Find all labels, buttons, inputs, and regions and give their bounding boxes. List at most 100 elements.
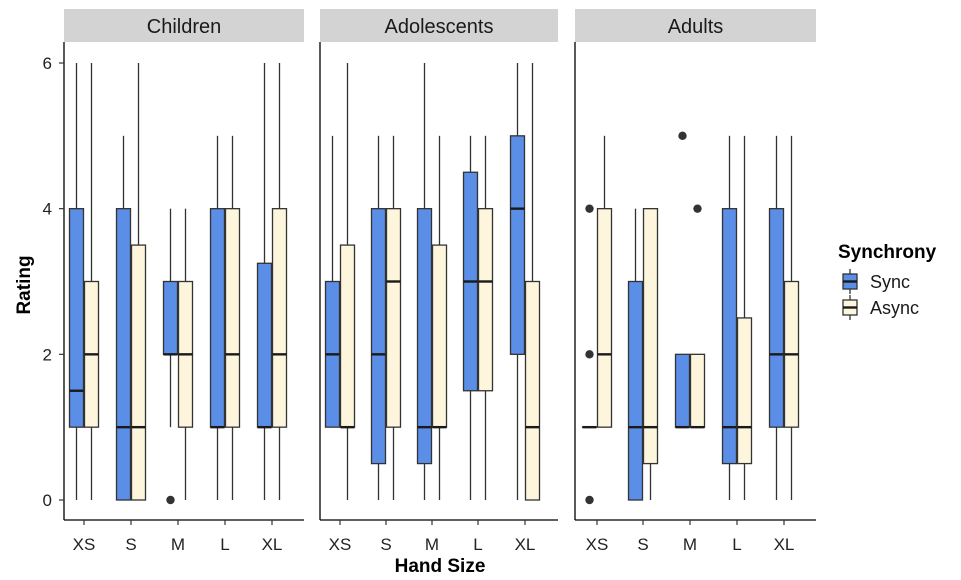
y-axis: 0 2 4 6 xyxy=(43,54,64,510)
legend: Synchrony Sync Async xyxy=(838,242,937,320)
box-body xyxy=(524,280,541,501)
box-body xyxy=(209,208,226,428)
box-sync xyxy=(209,135,226,500)
outlier-point xyxy=(585,350,594,359)
x-tick-label: S xyxy=(380,535,391,554)
y-axis-title: Rating xyxy=(14,255,35,314)
facet-strip-label: Adults xyxy=(668,16,724,38)
box-async xyxy=(736,135,753,500)
box-body xyxy=(431,244,448,428)
outlier-point xyxy=(585,495,594,505)
facet-strip xyxy=(64,9,304,42)
box-sync xyxy=(68,63,85,500)
box-async xyxy=(177,208,194,500)
box-body xyxy=(627,280,644,501)
box-async xyxy=(224,135,241,500)
box-async xyxy=(271,63,288,500)
box-body xyxy=(271,208,288,428)
legend-item-async: Async xyxy=(842,295,919,320)
box-sync xyxy=(370,135,387,500)
x-axis-title: Hand Size xyxy=(395,556,486,577)
y-tick-label: 4 xyxy=(43,200,52,219)
box-body xyxy=(339,244,356,428)
box-sync xyxy=(416,63,433,500)
x-tick-label: L xyxy=(732,535,741,554)
box-sync xyxy=(768,135,785,500)
box-sync xyxy=(115,135,132,501)
box-sync xyxy=(627,208,644,501)
legend-items: Sync Async xyxy=(842,269,919,320)
box-body xyxy=(256,262,273,428)
facet-adolescents: Adolescents XS S M L XL xyxy=(319,9,558,554)
x-tick-label: S xyxy=(637,535,648,554)
box-async xyxy=(83,63,100,500)
box-sync xyxy=(581,204,598,505)
facet-strip-label: Children xyxy=(147,16,221,38)
box-body xyxy=(509,135,526,355)
outlier-point xyxy=(166,495,175,505)
x-tick-label: L xyxy=(473,535,482,554)
x-tick-label: M xyxy=(425,535,439,554)
box-body xyxy=(768,208,785,428)
y-tick-label: 0 xyxy=(43,491,52,510)
box-body xyxy=(596,208,613,428)
x-tick-label: XL xyxy=(262,535,283,554)
facet-strip xyxy=(575,9,816,42)
box-body xyxy=(477,208,494,392)
box-body xyxy=(721,208,738,465)
box-sync xyxy=(509,63,526,500)
legend-label: Async xyxy=(870,298,919,318)
box-async xyxy=(431,135,448,500)
x-tick-label: M xyxy=(171,535,185,554)
facet-children: Children XS S M L XL xyxy=(63,9,304,554)
y-tick-label: 2 xyxy=(43,345,52,364)
box-body xyxy=(224,208,241,428)
y-tick-label: 6 xyxy=(43,54,52,73)
legend-item-sync: Sync xyxy=(842,269,910,294)
box-sync xyxy=(162,208,179,505)
x-tick-label: XS xyxy=(329,535,352,554)
box-body xyxy=(416,208,433,465)
box-async xyxy=(339,63,356,500)
box-body xyxy=(162,280,179,355)
box-async xyxy=(477,135,494,500)
box-body xyxy=(68,208,85,428)
box-body xyxy=(385,208,402,428)
box-async xyxy=(385,135,402,500)
facet-strip xyxy=(320,9,558,42)
x-tick-label: L xyxy=(220,535,229,554)
box-async xyxy=(783,135,800,500)
box-async xyxy=(689,204,706,429)
outlier-point xyxy=(678,131,687,141)
x-tick-label: M xyxy=(683,535,697,554)
box-async xyxy=(596,135,613,428)
facet-strip-label: Adolescents xyxy=(385,16,494,38)
box-sync xyxy=(256,63,273,500)
x-tick-label: XL xyxy=(774,535,795,554)
box-body xyxy=(736,317,753,465)
box-async xyxy=(524,63,541,501)
legend-title: Synchrony xyxy=(838,242,937,263)
box-body xyxy=(689,353,706,428)
box-body xyxy=(130,244,147,501)
box-async xyxy=(642,208,659,500)
box-async xyxy=(130,63,147,501)
x-tick-label: S xyxy=(125,535,136,554)
facet-adults: Adults XS S M L XL xyxy=(574,9,816,554)
x-tick-label: XS xyxy=(586,535,609,554)
outlier-point xyxy=(693,204,702,213)
facet-panels: Children XS S M L XL Adolescents XS S M L XL Adults X… xyxy=(63,9,816,554)
box-body xyxy=(642,208,659,465)
outlier-point xyxy=(585,204,594,213)
box-sync xyxy=(674,131,691,429)
box-body xyxy=(115,208,132,501)
legend-label: Sync xyxy=(870,272,910,292)
box-sync xyxy=(721,135,738,500)
x-tick-label: XS xyxy=(73,535,96,554)
box-sync xyxy=(324,135,341,428)
box-sync xyxy=(462,135,479,500)
box-body xyxy=(674,353,691,428)
x-tick-label: XL xyxy=(515,535,536,554)
box-body xyxy=(370,208,387,465)
